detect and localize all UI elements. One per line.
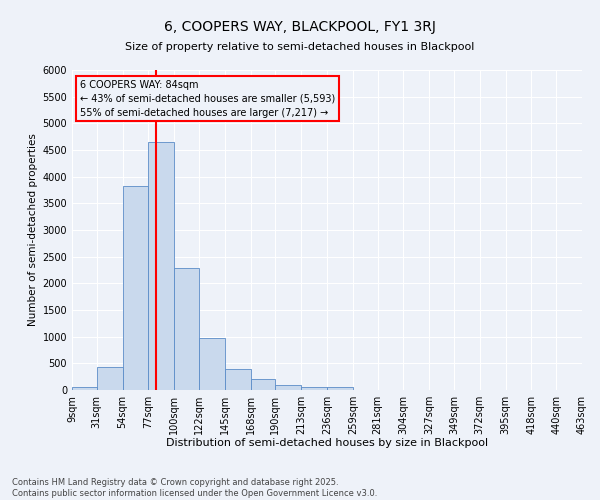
Bar [327, 387, 353, 390]
Bar [225, 368, 251, 390]
Bar [97, 367, 122, 390]
Bar [72, 388, 97, 390]
Bar [199, 338, 225, 390]
Text: Contains HM Land Registry data © Crown copyright and database right 2025.
Contai: Contains HM Land Registry data © Crown c… [12, 478, 377, 498]
Bar [174, 268, 199, 390]
Text: 6, COOPERS WAY, BLACKPOOL, FY1 3RJ: 6, COOPERS WAY, BLACKPOOL, FY1 3RJ [164, 20, 436, 34]
Bar [122, 186, 148, 390]
Bar [251, 380, 275, 390]
Text: 6 COOPERS WAY: 84sqm
← 43% of semi-detached houses are smaller (5,593)
55% of se: 6 COOPERS WAY: 84sqm ← 43% of semi-detac… [80, 80, 335, 118]
Bar [275, 384, 301, 390]
Bar [301, 386, 327, 390]
Bar [148, 142, 174, 390]
Y-axis label: Number of semi-detached properties: Number of semi-detached properties [28, 134, 38, 326]
Text: Size of property relative to semi-detached houses in Blackpool: Size of property relative to semi-detach… [125, 42, 475, 52]
X-axis label: Distribution of semi-detached houses by size in Blackpool: Distribution of semi-detached houses by … [166, 438, 488, 448]
